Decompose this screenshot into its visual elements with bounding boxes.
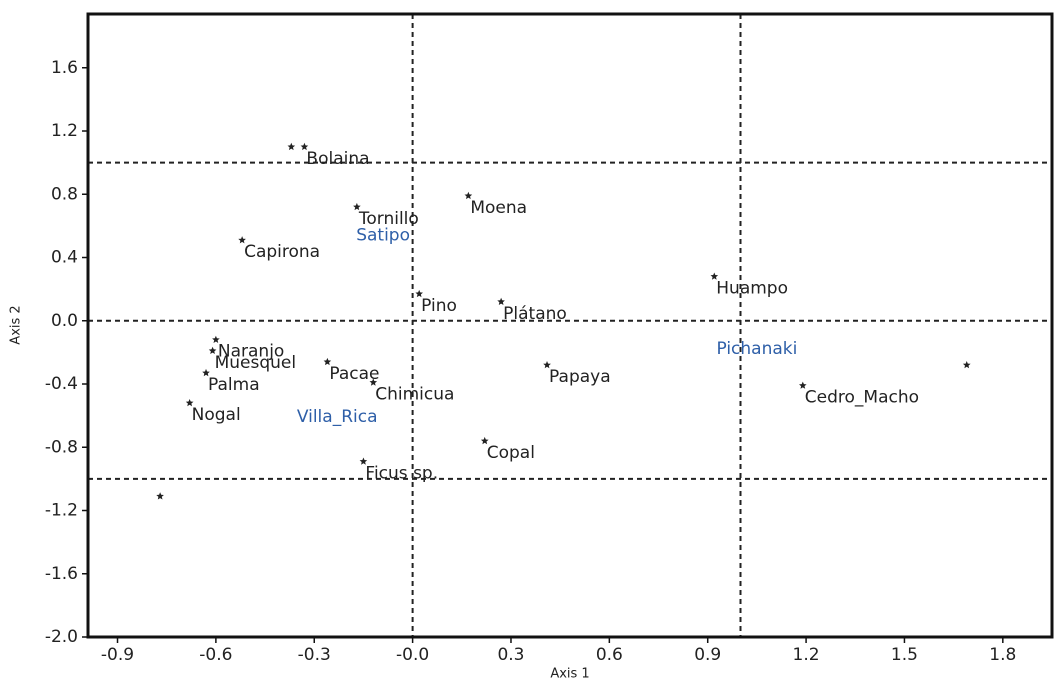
point bbox=[415, 289, 423, 298]
point bbox=[464, 191, 473, 200]
point bbox=[799, 381, 807, 389]
group-label: Pichanaki bbox=[716, 339, 797, 359]
point-label: Tornillo bbox=[358, 209, 419, 229]
point bbox=[323, 357, 332, 366]
x-tick-label: 1.2 bbox=[793, 645, 820, 665]
point bbox=[212, 335, 220, 343]
point bbox=[353, 202, 361, 211]
point bbox=[543, 361, 551, 369]
x-tick-label: -0.3 bbox=[298, 645, 331, 665]
group-label: Villa_Rica bbox=[297, 407, 378, 427]
point-label: Pino bbox=[421, 296, 457, 316]
y-tick-label: -0.4 bbox=[45, 374, 78, 394]
y-tick-label: 0.0 bbox=[51, 311, 78, 331]
point-label: Capirona bbox=[244, 242, 320, 262]
point-label: Ficus sp. bbox=[365, 463, 438, 483]
y-axis-label: Axis 2 bbox=[9, 305, 24, 344]
group-label: Satipo bbox=[356, 225, 410, 245]
y-tick-label: 1.2 bbox=[51, 121, 78, 141]
point-label: Cedro_Macho bbox=[805, 388, 919, 408]
point-label: Naranjo bbox=[218, 342, 284, 362]
point bbox=[359, 457, 368, 465]
point-label: Pacae bbox=[329, 364, 379, 384]
point-label: Plátano bbox=[503, 304, 567, 324]
point bbox=[710, 272, 719, 280]
point-label: Papaya bbox=[549, 367, 611, 387]
point-label: Chimicua bbox=[375, 384, 454, 404]
point-label: Copal bbox=[487, 443, 535, 463]
point-label: Huampo bbox=[716, 278, 788, 298]
y-tick-label: 0.8 bbox=[51, 184, 78, 204]
point-label: Bolaina bbox=[306, 149, 369, 169]
point bbox=[497, 297, 505, 305]
x-tick-label: -0.9 bbox=[101, 645, 134, 665]
x-tick-label: -0.6 bbox=[199, 645, 232, 665]
point-label: Palma bbox=[208, 375, 260, 395]
y-tick-label: 0.4 bbox=[51, 248, 78, 268]
point-label: Moena bbox=[470, 198, 527, 218]
y-tick-label: -2.0 bbox=[45, 627, 78, 647]
x-tick-label: 0.9 bbox=[694, 645, 721, 665]
point bbox=[208, 346, 217, 354]
point bbox=[962, 361, 971, 369]
x-axis-label: Axis 1 bbox=[550, 667, 589, 682]
point bbox=[480, 436, 489, 445]
point bbox=[202, 368, 210, 377]
y-tick-label: -1.6 bbox=[45, 564, 78, 584]
point bbox=[287, 142, 296, 151]
x-tick-label: 0.6 bbox=[596, 645, 623, 665]
point-label: Nogal bbox=[192, 405, 241, 425]
x-tick-label: 1.5 bbox=[891, 645, 918, 665]
plot-frame bbox=[86, 12, 1054, 639]
point bbox=[369, 378, 378, 386]
point-label: Muesquel bbox=[215, 353, 297, 373]
y-tick-label: 1.6 bbox=[51, 58, 78, 78]
x-tick-label: 1.8 bbox=[989, 645, 1016, 665]
y-tick-label: -0.8 bbox=[45, 437, 78, 457]
x-tick-label: 0.3 bbox=[497, 645, 524, 665]
point bbox=[185, 399, 194, 407]
point bbox=[238, 236, 246, 244]
point bbox=[156, 492, 164, 500]
point bbox=[300, 142, 309, 151]
x-tick-label: -0.0 bbox=[396, 645, 429, 665]
y-tick-label: -1.2 bbox=[45, 501, 78, 521]
